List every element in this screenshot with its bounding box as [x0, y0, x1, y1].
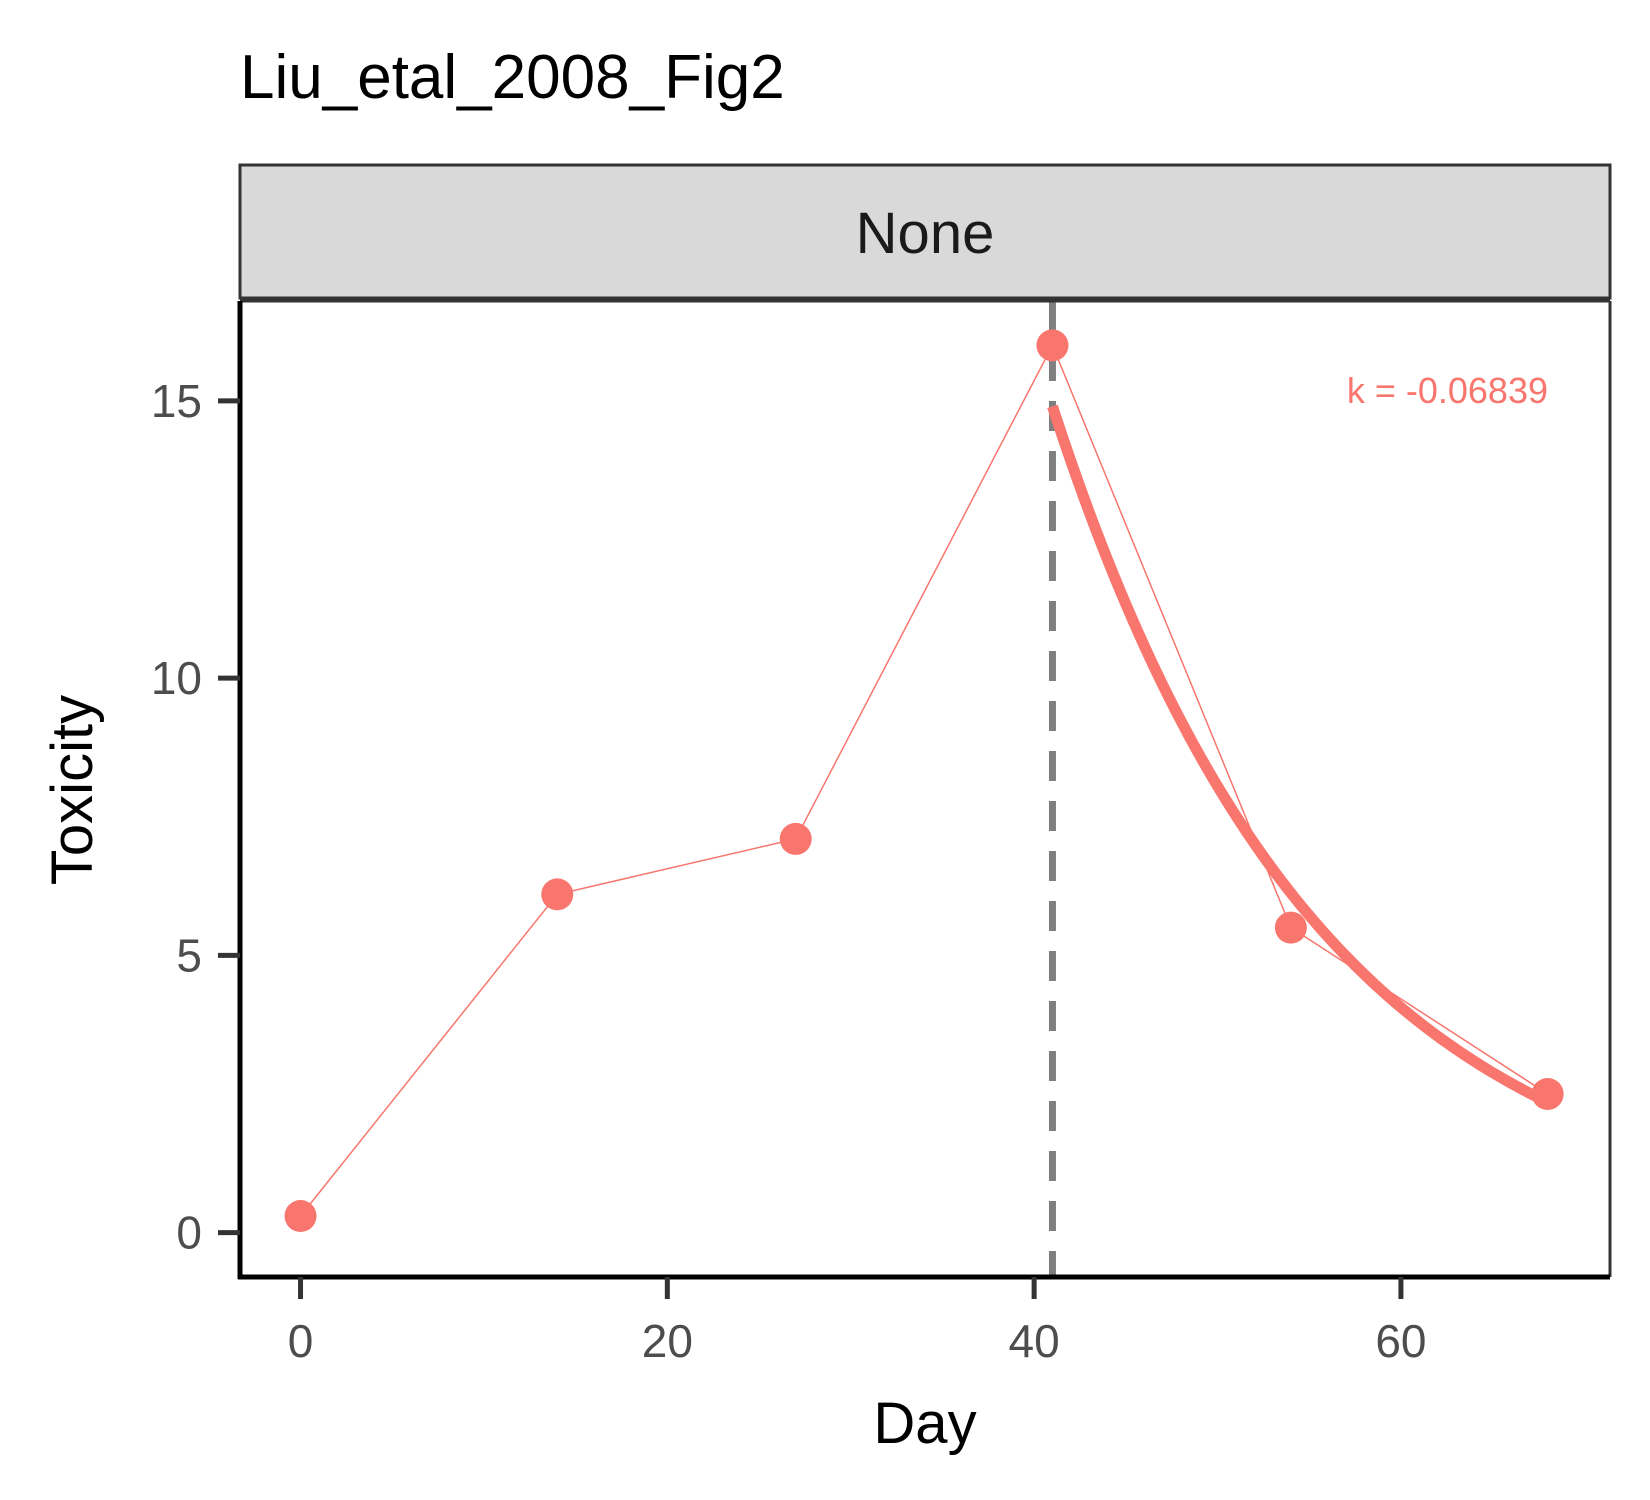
facet-strip-label: None	[856, 201, 995, 266]
x-tick-label: 0	[288, 1315, 314, 1367]
fit-curve	[1047, 404, 1551, 1108]
data-point	[1274, 911, 1307, 944]
fit-annotation: k = -0.06839	[1347, 370, 1548, 411]
series-line	[299, 343, 1549, 1217]
data-point	[1036, 329, 1069, 362]
y-tick-label: 15	[151, 375, 202, 427]
data-point	[779, 822, 812, 855]
chart-title: Liu_etal_2008_Fig2	[240, 43, 785, 112]
x-axis-title: Day	[873, 1391, 976, 1456]
data-point	[541, 878, 574, 911]
y-tick-label: 10	[151, 652, 202, 704]
y-tick-label: 0	[176, 1207, 202, 1259]
y-axis-title: Toxicity	[40, 695, 105, 885]
chart-marks: k = -0.06839	[284, 301, 1564, 1277]
y-tick-label: 5	[176, 929, 202, 981]
x-tick-label: 40	[1009, 1315, 1060, 1367]
facet-strip	[238, 163, 1612, 300]
x-tick-label: 20	[642, 1315, 693, 1367]
data-point	[284, 1200, 317, 1232]
chart-axes: 0 5 10 15 0 20 40 60	[151, 299, 1612, 1367]
plot-panel	[240, 301, 1610, 1277]
x-tick-label: 60	[1375, 1315, 1426, 1367]
